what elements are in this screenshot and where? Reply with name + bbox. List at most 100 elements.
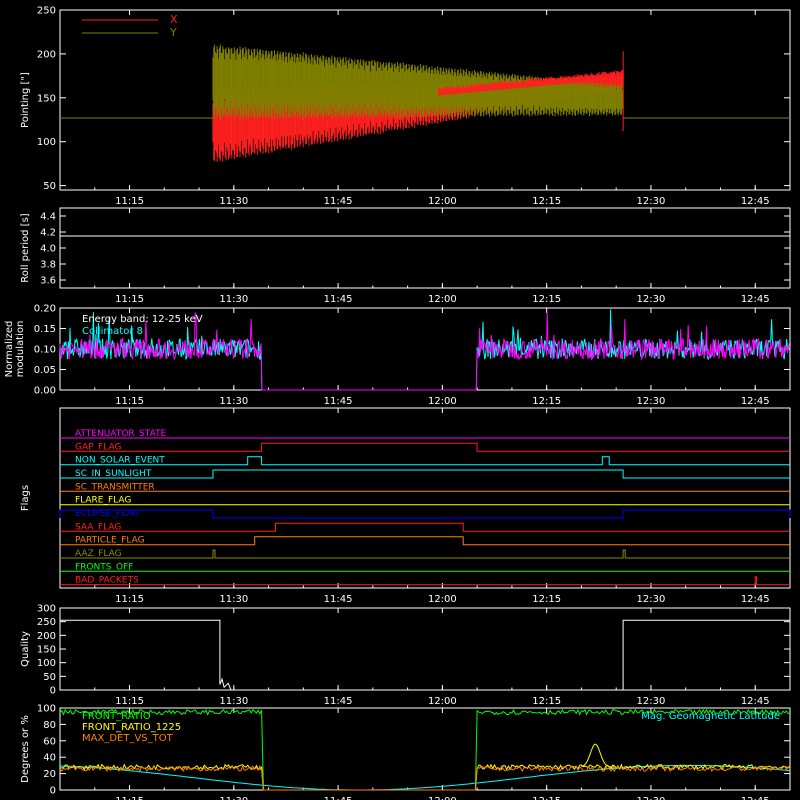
flag-line (60, 442, 790, 452)
y-tick-label: 60 (43, 736, 56, 747)
panel-quality: 11:15 11:30 11:45 12:00 12:15 12:30 12:45 0 50 10… (20, 604, 791, 707)
series-quality (60, 619, 790, 691)
series-path (59, 312, 790, 391)
x-tick-label: 11:45 (324, 696, 353, 707)
x-tick-label: 12:00 (428, 696, 457, 707)
flag-fronts-off: FRONTS_OFF (60, 562, 790, 572)
x-tick-label: 12:00 (428, 594, 457, 605)
flag-label: GAP_FLAG (75, 442, 121, 452)
y-tick-label: 4.2 (40, 228, 56, 239)
x-tick-label: 12:45 (741, 396, 770, 407)
y-tick-label: 3.8 (40, 260, 56, 271)
series-X-top (438, 69, 624, 96)
flag-non-solar-event: NON_SOLAR_EVENT (60, 456, 790, 466)
flag-eclipse-flag: ECLIPSE_FLAG (59, 509, 791, 519)
flag-aaz-flag: AAZ_FLAG (60, 549, 790, 559)
series-front-ratio-1225-peak (581, 743, 615, 768)
y-tick-label: 4.0 (40, 244, 56, 255)
flag-sc-in-sunlight: SC_IN_SUNLIGHT (60, 469, 790, 479)
y-tick-label: 80 (43, 720, 56, 731)
x-tick-label: 12:00 (428, 196, 457, 207)
legend-mag-latitude: Mag. Geomagnetic Latitude (641, 711, 780, 722)
x-tick-label: 11:15 (115, 396, 144, 407)
x-tick-label: 12:30 (637, 396, 666, 407)
series-mag-latitude (59, 764, 791, 791)
plot-frame (59, 9, 791, 191)
y-tick-label: 150 (37, 645, 56, 656)
x-tick-label: 12:00 (428, 396, 457, 407)
x-tick-label: 11:30 (219, 594, 248, 605)
x-tick-label: 12:30 (637, 594, 666, 605)
plot-frame (59, 207, 791, 289)
panel-modulation: 11:15 11:30 11:45 12:00 12:15 12:30 12:45 0.00 0… (4, 304, 791, 407)
x-tick-label: 12:15 (532, 196, 561, 207)
flag-label: FRONTS_OFF (75, 562, 133, 572)
y-tick-label: 250 (37, 6, 56, 17)
flag-line (60, 522, 790, 532)
flag-label: ECLIPSE_FLAG (75, 509, 139, 519)
x-tick-label: 12:45 (741, 196, 770, 207)
panel-degrees: 11:15 11:30 11:45 12:00 12:15 12:30 12:45 0 20 40… (20, 704, 791, 800)
y-axis-label: Normalizedmodulation (4, 321, 26, 378)
y-tick-label: 100 (37, 704, 56, 715)
y-tick-label: 0.05 (34, 365, 56, 376)
y-axis-label: Flags (20, 485, 31, 511)
y-tick-label: 0.10 (34, 345, 56, 356)
y-tick-label: 0.00 (34, 386, 56, 397)
series-max_det_vs_tot (59, 765, 791, 791)
y-tick-label: 100 (37, 658, 56, 669)
flag-attenuator-state: ATTENUATOR_STATE (60, 429, 790, 439)
x-tick-label: 11:15 (115, 796, 144, 800)
legend-label-X: X (170, 13, 178, 26)
legend-front-ratio-1225: FRONT_RATIO_1225 (82, 722, 181, 733)
y-tick-label: 0 (50, 786, 56, 797)
x-tick-label: 11:45 (324, 396, 353, 407)
x-tick-label: 11:45 (324, 796, 353, 800)
legend-front-ratio: FRONT_RATIO (82, 711, 151, 722)
x-tick-label: 12:45 (741, 594, 770, 605)
y-tick-label: 150 (37, 93, 56, 104)
flag-sc-transmitter: SC_TRANSMITTER (60, 482, 790, 492)
x-tick-label: 11:45 (324, 196, 353, 207)
y-tick-label: 50 (43, 181, 56, 192)
x-tick-label: 12:30 (637, 294, 666, 305)
x-tick-label: 12:30 (637, 796, 666, 800)
flag-label: NON_SOLAR_EVENT (75, 456, 165, 466)
x-tick-label: 12:45 (741, 796, 770, 800)
flag-line (60, 456, 790, 466)
flag-bad-packets: BAD_PACKETS (60, 576, 790, 586)
panel-roll-period: 11:15 11:30 11:45 12:00 12:15 12:30 12:45 3.6 3.… (20, 207, 791, 305)
flag-label: ATTENUATOR_STATE (75, 429, 167, 439)
plot-frame (59, 407, 791, 589)
flag-line (60, 536, 790, 546)
x-tick-label: 12:30 (637, 196, 666, 207)
x-tick-label: 12:15 (532, 594, 561, 605)
x-tick-label: 11:15 (115, 594, 144, 605)
x-tick-label: 12:00 (428, 796, 457, 800)
x-tick-label: 11:15 (115, 696, 144, 707)
panels: 11:15 11:30 11:45 12:00 12:15 12:30 12:45 50 100… (4, 6, 791, 800)
x-tick-label: 11:15 (115, 294, 144, 305)
x-tick-label: 11:45 (324, 294, 353, 305)
flag-line (60, 549, 790, 559)
flag-line (60, 469, 790, 479)
y-tick-label: 200 (37, 49, 56, 60)
y-tick-label: 4.4 (40, 212, 56, 223)
y-axis-label: Roll period [s] (20, 213, 31, 282)
flag-particle-flag: PARTICLE_FLAG (60, 536, 790, 546)
x-tick-label: 12:15 (532, 796, 561, 800)
x-tick-label: 11:30 (219, 396, 248, 407)
legend-label-Y: Y (169, 26, 177, 39)
flag-gap-flag: GAP_FLAG (60, 442, 790, 452)
x-tick-label: 11:15 (115, 196, 144, 207)
x-tick-label: 12:45 (741, 294, 770, 305)
x-tick-label: 12:00 (428, 294, 457, 305)
legend-max-det: MAX_DET_VS_TOT (82, 733, 174, 744)
annotation-energy-band: Energy band: 12-25 keV (82, 314, 203, 325)
flag-line (60, 576, 790, 586)
y-tick-label: 300 (37, 604, 56, 615)
flag-label: AAZ_FLAG (75, 549, 122, 559)
y-axis-label: Degrees or % (20, 715, 31, 783)
y-tick-label: 0.20 (34, 304, 56, 315)
